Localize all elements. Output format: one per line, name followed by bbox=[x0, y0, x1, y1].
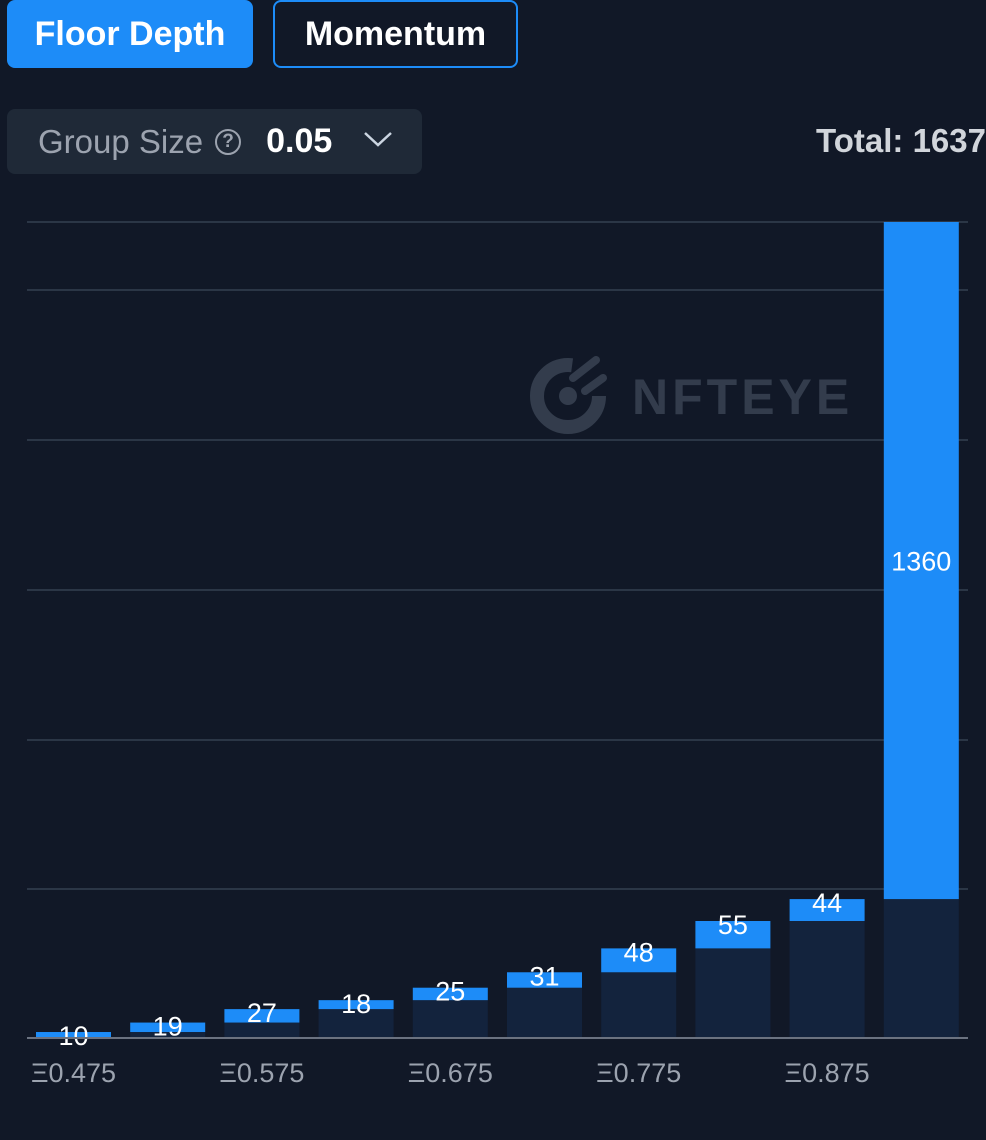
data-label-8: 44 bbox=[812, 888, 842, 918]
tab-floor-depth[interactable]: Floor Depth bbox=[7, 0, 253, 68]
nfteye-logo-icon bbox=[530, 356, 607, 434]
group-size-selector[interactable]: Group Size ? 0.05 bbox=[7, 109, 422, 174]
help-circle-icon[interactable]: ? bbox=[215, 128, 242, 155]
bar-dark-3 bbox=[318, 1009, 394, 1037]
watermark-text: NFTEYE bbox=[632, 369, 853, 425]
data-label-1: 19 bbox=[153, 1012, 183, 1042]
data-label-5: 31 bbox=[529, 961, 559, 991]
bar-blue-6 bbox=[601, 948, 677, 973]
bar-dark-9 bbox=[883, 899, 959, 1037]
data-label-9: 1360 bbox=[891, 547, 951, 577]
x-axis-ticks: Ξ0.475 Ξ0.575 Ξ0.675 Ξ0.775 Ξ0.875 bbox=[31, 1058, 870, 1088]
bar-blue-4 bbox=[412, 987, 488, 1001]
bar-dark-6 bbox=[601, 972, 677, 1037]
data-label-4: 25 bbox=[435, 977, 465, 1007]
bar-dark-1 bbox=[130, 1032, 206, 1037]
bar-dark-5 bbox=[507, 987, 582, 1037]
bars bbox=[36, 222, 959, 1037]
bar-blue-8 bbox=[789, 899, 865, 921]
bar-blue-5 bbox=[507, 972, 582, 988]
bar-dark-4 bbox=[412, 1000, 488, 1037]
data-label-3: 18 bbox=[341, 989, 371, 1019]
chevron-down-icon[interactable] bbox=[362, 129, 394, 154]
total-value: 1637 bbox=[912, 122, 986, 159]
group-size-value: 0.05 bbox=[266, 122, 333, 160]
total-count: Total: 1637 bbox=[816, 122, 986, 160]
total-label: Total: bbox=[816, 122, 904, 159]
bar-blue-2 bbox=[224, 1009, 300, 1023]
data-label-2: 27 bbox=[247, 998, 277, 1028]
bar-blue-9 bbox=[883, 222, 959, 900]
group-size-label: Group Size bbox=[38, 122, 204, 160]
data-label-6: 48 bbox=[624, 937, 654, 967]
x-tick-label-1: Ξ0.575 bbox=[219, 1058, 304, 1088]
bar-blue-0 bbox=[36, 1032, 111, 1037]
data-labels: 10 19 27 18 25 31 48 55 44 1360 bbox=[58, 547, 951, 1051]
bar-blue-3 bbox=[318, 1000, 394, 1010]
x-tick-label-3: Ξ0.775 bbox=[596, 1058, 681, 1088]
watermark: NFTEYE bbox=[530, 356, 853, 434]
bar-dark-8 bbox=[789, 920, 865, 1037]
bar-blue-7 bbox=[695, 920, 771, 949]
x-tick-label-4: Ξ0.875 bbox=[785, 1058, 870, 1088]
x-tick-label-2: Ξ0.675 bbox=[408, 1058, 493, 1088]
bar-dark-2 bbox=[224, 1022, 300, 1037]
tab-momentum[interactable]: Momentum bbox=[273, 0, 518, 68]
data-label-0: 10 bbox=[58, 1021, 88, 1051]
x-tick-label-0: Ξ0.475 bbox=[31, 1058, 116, 1088]
data-label-7: 55 bbox=[718, 910, 748, 940]
grid-lines bbox=[27, 221, 968, 890]
bar-blue-1 bbox=[130, 1022, 206, 1033]
bar-dark-7 bbox=[695, 948, 771, 1037]
